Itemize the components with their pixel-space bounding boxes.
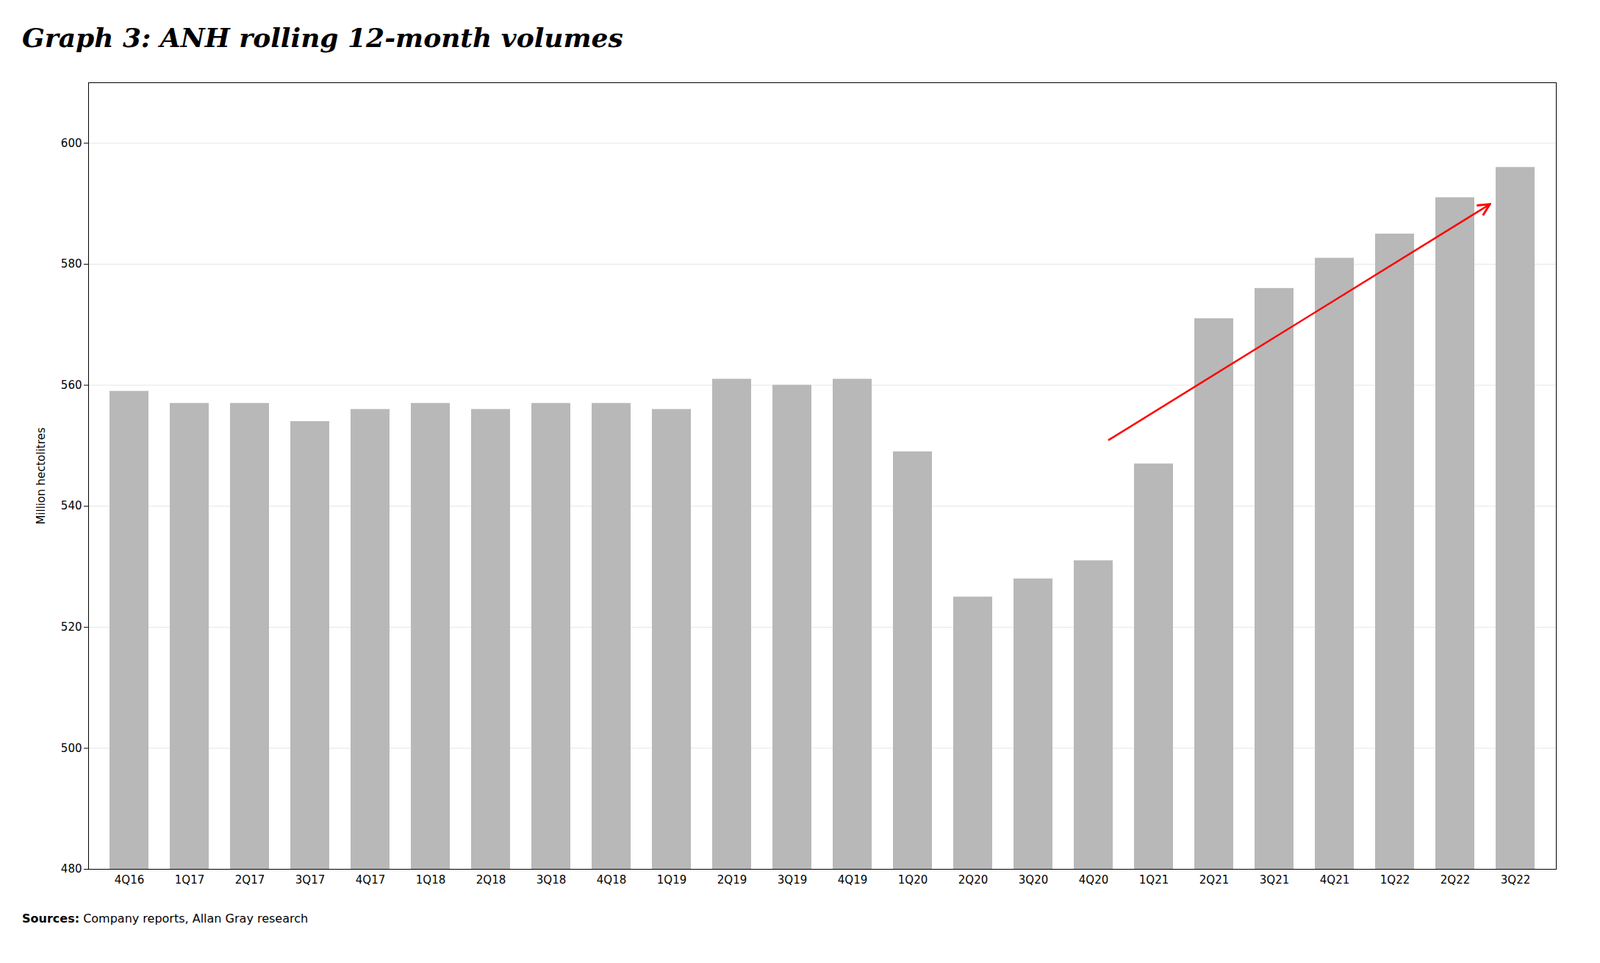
svg-text:1Q21: 1Q21 (1139, 873, 1169, 887)
svg-text:2Q18: 2Q18 (476, 873, 506, 887)
svg-text:3Q19: 3Q19 (777, 873, 807, 887)
svg-text:2Q21: 2Q21 (1199, 873, 1229, 887)
svg-text:4Q21: 4Q21 (1319, 873, 1350, 887)
svg-text:580: 580 (61, 257, 83, 271)
svg-text:3Q21: 3Q21 (1259, 873, 1290, 887)
svg-text:4Q17: 4Q17 (355, 873, 386, 887)
svg-text:2Q20: 2Q20 (958, 873, 988, 887)
svg-text:480: 480 (61, 862, 83, 876)
svg-text:4Q16: 4Q16 (114, 873, 145, 887)
svg-text:1Q19: 1Q19 (657, 873, 687, 887)
svg-text:1Q22: 1Q22 (1380, 873, 1410, 887)
html-text:Sources: Company reports, Alla: Sources: Company reports, Allan Gray res… (22, 911, 309, 926)
html-text:Graph 3: ANH rolling 12-month: Graph 3: ANH rolling 12-month volumes (22, 22, 624, 53)
svg-text:4Q18: 4Q18 (596, 873, 627, 887)
svg-text:2Q22: 2Q22 (1440, 873, 1470, 887)
svg-text:2Q19: 2Q19 (717, 873, 747, 887)
svg-text:1Q17: 1Q17 (174, 873, 205, 887)
svg-text:540: 540 (61, 499, 83, 513)
svg-text:560: 560 (61, 378, 83, 392)
svg-text:1Q20: 1Q20 (898, 873, 928, 887)
svg-text:520: 520 (61, 620, 83, 634)
svg-text:500: 500 (61, 741, 83, 755)
svg-text:1Q18: 1Q18 (415, 873, 446, 887)
svg-text:3Q22: 3Q22 (1500, 873, 1531, 887)
svg-text:2Q17: 2Q17 (235, 873, 265, 887)
svg-text:4Q19: 4Q19 (837, 873, 868, 887)
svg-text:600: 600 (61, 136, 83, 150)
svg-text:4Q20: 4Q20 (1078, 873, 1109, 887)
svg-text:3Q20: 3Q20 (1018, 873, 1049, 887)
svg-text:3Q17: 3Q17 (295, 873, 325, 887)
svg-text:3Q18: 3Q18 (536, 873, 566, 887)
svg-text:Million hectolitres: Million hectolitres (34, 427, 48, 525)
